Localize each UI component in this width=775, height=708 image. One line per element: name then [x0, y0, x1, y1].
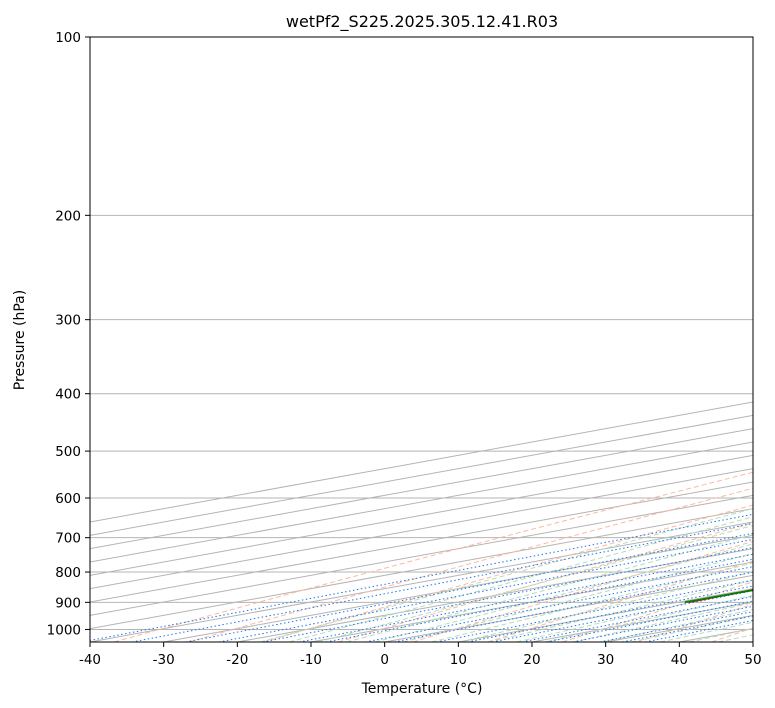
moist-adiabat-line [402, 553, 753, 642]
mixing-ratio-line [262, 547, 753, 642]
moist-adiabat-line [260, 507, 753, 642]
dry-adiabat-line [338, 522, 753, 642]
y-tick-label: 600 [55, 491, 81, 507]
dry-adiabat-line [263, 504, 753, 642]
y-tick-label: 900 [55, 595, 81, 611]
y-tick-label: 500 [55, 444, 81, 460]
mixing-ratio-line [546, 600, 753, 642]
isotherm-gridline [90, 508, 753, 630]
dry-adiabat-line [188, 487, 753, 642]
isotherm-gridline [90, 441, 753, 563]
isotherm-gridline [90, 494, 753, 616]
mixing-ratio-line [622, 615, 753, 642]
isotherm-gridline [163, 534, 753, 642]
x-tick-label: 10 [450, 652, 467, 668]
mixing-ratio-line [218, 538, 753, 642]
isotherm-gridline [90, 481, 753, 603]
isotherm-gridline [90, 521, 753, 642]
x-tick-label: 20 [523, 652, 540, 668]
moist-adiabat-line [431, 562, 753, 642]
dry-adiabat-line [412, 540, 753, 642]
x-axis-label: Temperature (°C) [361, 681, 483, 697]
x-tick-label: -40 [79, 652, 101, 668]
y-tick-label: 700 [55, 531, 81, 547]
background-lines [90, 37, 753, 642]
chart-title: wetPf2_S225.2025.305.12.41.R03 [286, 12, 558, 32]
y-tick-label: 800 [55, 565, 81, 581]
plot-frame [89, 36, 754, 643]
moist-adiabat-line [346, 534, 753, 642]
isotherm-gridline [90, 454, 753, 576]
y-tick-label: 300 [55, 313, 81, 329]
isotherm-gridline [90, 428, 753, 550]
y-axis-label: Pressure (hPa) [12, 290, 28, 390]
x-tick-label: -10 [300, 652, 322, 668]
moist-adiabat-line [487, 579, 753, 642]
axes: -40 -30 -20 -10 0 10 20 30 40 50 100 200 300 400 500 60… [47, 30, 762, 668]
x-tick-label: 40 [671, 652, 688, 668]
x-tick-label: -30 [153, 652, 175, 668]
dry-adiabat-line [113, 471, 753, 642]
x-tick-label: 0 [380, 652, 389, 668]
x-tick-label: 50 [744, 652, 761, 668]
y-tick-label: 100 [55, 30, 81, 46]
x-tick-label: -20 [226, 652, 248, 668]
y-tick-label: 1000 [47, 622, 81, 638]
mixing-ratio-line [599, 611, 753, 642]
isotherm-gridline [90, 468, 753, 590]
mixing-ratio-line [522, 596, 753, 642]
moist-adiabat-line [288, 516, 753, 642]
mixing-ratio-line [572, 605, 753, 642]
mixing-ratio-line [185, 532, 753, 642]
y-tick-label: 400 [55, 387, 81, 403]
x-tick-label: 30 [597, 652, 614, 668]
mixing-ratio-line [131, 522, 753, 642]
y-tick-label: 200 [55, 208, 81, 224]
